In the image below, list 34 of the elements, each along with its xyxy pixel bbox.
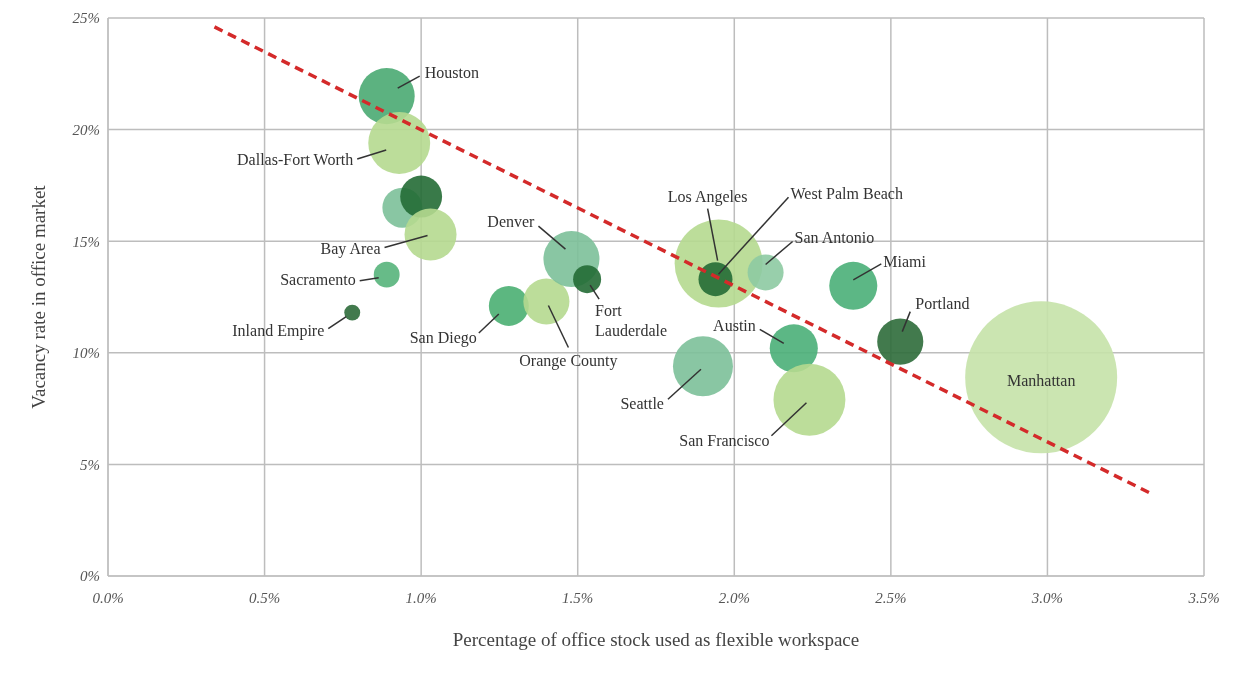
annotation: Los Angeles (667, 187, 748, 206)
x-tick-label: 2.5% (875, 589, 907, 606)
x-tick-label: 3.0% (1030, 589, 1064, 606)
y-tick-label: 25% (72, 10, 100, 27)
annotation: Portland (915, 294, 970, 312)
annotation: Denver (487, 213, 536, 231)
annotation: West Palm Beach (790, 185, 903, 203)
annotation: Inland Empire (232, 321, 325, 340)
x-tick-label: 1.5% (562, 589, 594, 606)
x-tick-label: 1.0% (405, 589, 437, 606)
y-axis-title: Vacancy rate in office market (27, 184, 49, 409)
annotation: San Francisco (679, 431, 770, 449)
annotation: Dallas-Fort Worth (237, 150, 354, 168)
annotation: Manhattan (1006, 372, 1076, 390)
y-tick-label: 20% (72, 121, 100, 138)
y-tick-label: 0% (80, 568, 100, 585)
x-axis-title: Percentage of office stock used as flexible workspace (452, 629, 860, 650)
annotation: Fort Lauderdale (595, 302, 668, 340)
annotation: Austin (713, 317, 756, 335)
y-tick-label: 5% (80, 456, 100, 473)
y-tick-label: 15% (72, 233, 100, 250)
annotation: Miami (883, 252, 927, 270)
x-tick-label: 0.0% (92, 589, 124, 606)
x-tick-label: 2.0% (718, 589, 750, 606)
x-tick-label: 0.5% (248, 589, 281, 606)
x-tick-label: 3.5% (1187, 589, 1220, 606)
annotation: San Antonio (794, 229, 875, 247)
annotation: Seattle (620, 395, 664, 413)
annotation: Sacramento (280, 270, 356, 288)
annotation: Bay Area (320, 239, 381, 258)
y-tick-label: 10% (72, 345, 100, 362)
annotation: San Diego (409, 328, 477, 347)
annotation: Orange County (519, 352, 618, 371)
annotation: Houston (424, 64, 479, 82)
